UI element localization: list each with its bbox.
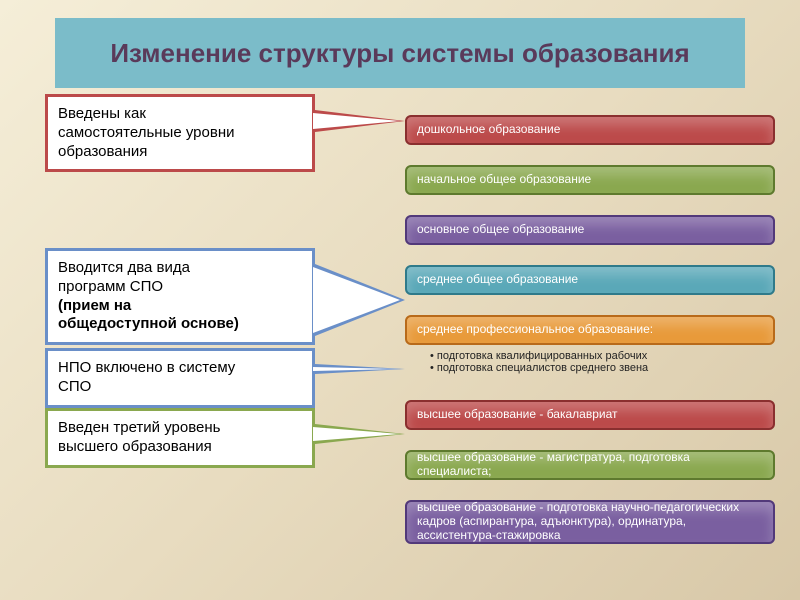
level-label: среднее профессиональное образование: (417, 323, 653, 337)
level-label: высшее образование - бакалавриат (417, 408, 617, 422)
callout-line: СПО (58, 378, 302, 397)
sublist-item: подготовка специалистов среднего звена (430, 362, 648, 374)
callout-line: самостоятельные уровни (58, 124, 302, 143)
callout-line: НПО включено в систему (58, 359, 302, 378)
callout-3: Введен третий уровеньвысшего образования (45, 408, 315, 468)
level-label: начальное общее образование (417, 173, 591, 187)
callout-line: программ СПО (58, 278, 302, 297)
level-box-1: начальное общее образование (405, 165, 775, 195)
callout-pointer-fill (313, 267, 400, 333)
level-box-3: среднее общее образование (405, 265, 775, 295)
sublist: подготовка квалифицированных рабочихподг… (430, 350, 648, 374)
callout-line: Введены как (58, 105, 302, 124)
level-box-0: дошкольное образование (405, 115, 775, 145)
level-box-5: высшее образование - бакалавриат (405, 400, 775, 430)
level-box-4: среднее профессиональное образование: (405, 315, 775, 345)
level-box-2: основное общее образование (405, 215, 775, 245)
page-title: Изменение структуры системы образования (110, 39, 689, 68)
callout-pointer-fill (313, 367, 400, 371)
callout-pointer-fill (313, 427, 400, 441)
callout-line: (прием на (58, 297, 302, 316)
level-label: высшее образование - подготовка научно-п… (417, 501, 763, 542)
callout-1: Вводится два видапрограмм СПО(прием наоб… (45, 248, 315, 345)
level-box-6: высшее образование - магистратура, подго… (405, 450, 775, 480)
sublist-item: подготовка квалифицированных рабочих (430, 350, 648, 362)
level-label: высшее образование - магистратура, подго… (417, 451, 763, 479)
level-label: основное общее образование (417, 223, 584, 237)
callout-line: Введен третий уровень (58, 419, 302, 438)
level-label: дошкольное образование (417, 123, 560, 137)
title-banner: Изменение структуры системы образования (55, 18, 745, 88)
callout-pointer-fill (313, 113, 400, 129)
callout-2: НПО включено в системуСПО (45, 348, 315, 408)
callout-line: общедоступной основе) (58, 315, 302, 334)
level-box-7: высшее образование - подготовка научно-п… (405, 500, 775, 544)
callout-line: Вводится два вида (58, 259, 302, 278)
callout-0: Введены каксамостоятельные уровниобразов… (45, 94, 315, 172)
callout-line: образования (58, 143, 302, 162)
callout-line: высшего образования (58, 438, 302, 457)
level-label: среднее общее образование (417, 273, 578, 287)
